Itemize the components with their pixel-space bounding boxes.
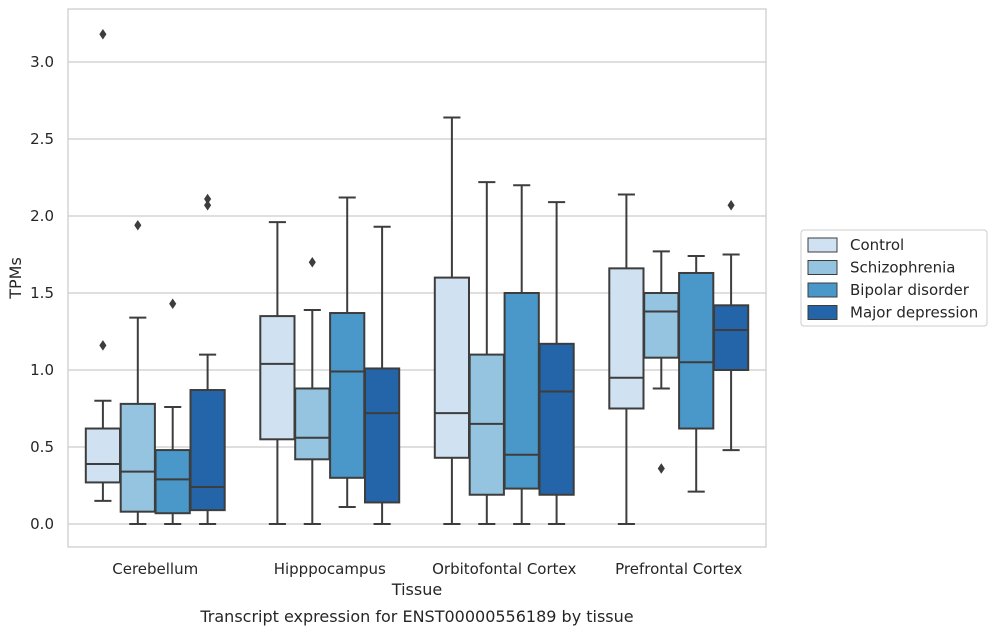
legend-swatch: [807, 305, 838, 320]
x-tick-label: Cerebellum: [112, 560, 198, 578]
box-body: [329, 312, 366, 479]
box: [643, 250, 680, 474]
outlier-point: [99, 29, 107, 40]
x-tick-label: Orbitofontal Cortex: [432, 560, 576, 578]
box-body: [712, 304, 750, 372]
outlier-point: [727, 199, 735, 211]
y-tick-label: 2.0: [30, 207, 54, 225]
box-body: [189, 389, 226, 512]
legend-item: Bipolar disorder: [807, 281, 970, 299]
box-series: [84, 29, 750, 525]
legend-label: Major depression: [850, 304, 978, 322]
box-body: [259, 315, 296, 441]
legend-label: Bipolar disorder: [850, 281, 970, 299]
outlier-point: [99, 340, 107, 351]
box: [712, 199, 750, 452]
box: [468, 181, 505, 525]
legend-swatch: [807, 282, 838, 298]
box-body: [608, 267, 645, 410]
legend-label: Schizophrenia: [850, 259, 955, 277]
box-body: [363, 367, 401, 504]
box: [433, 116, 471, 525]
y-tick-label: 2.5: [30, 130, 54, 148]
box-body: [643, 292, 680, 359]
box: [329, 196, 366, 509]
grid-lines: [68, 61, 766, 525]
legend-item: Control: [807, 236, 904, 254]
legend-swatch: [807, 237, 838, 253]
y-axis-ticks: 0.0 0.5 1.0 1.5 2.0 2.5 3.0: [30, 53, 54, 533]
outlier-point: [308, 256, 316, 268]
outlier-point: [169, 298, 177, 310]
legend-item: Major depression: [807, 304, 978, 322]
box-body: [503, 292, 540, 490]
x-axis-ticks: Cerebellum Hipppocampus Orbitofontal Corte…: [112, 560, 742, 578]
outlier-point: [134, 219, 142, 231]
box: [84, 29, 122, 502]
box: [189, 193, 226, 525]
y-tick-label: 0.5: [30, 438, 54, 456]
y-axis-title: TPMs: [6, 257, 25, 300]
legend-frame: [800, 229, 988, 327]
series-group: [189, 193, 750, 525]
box-body: [84, 427, 122, 484]
y-tick-label: 1.0: [30, 361, 54, 379]
box: [608, 193, 645, 525]
box: [503, 184, 540, 525]
series-group: [119, 181, 680, 525]
legend-swatch: [807, 260, 838, 275]
box-body: [294, 387, 331, 461]
y-tick-label: 0.0: [30, 515, 54, 533]
x-tick-label: Hipppocampus: [274, 560, 386, 578]
plot-area-frame: [67, 8, 767, 548]
legend: Control Schizophrenia Bipolar disorder Majo…: [800, 229, 988, 327]
outlier-point: [204, 193, 212, 205]
outlier-point: [657, 463, 665, 474]
chart-caption: Transcript expression for ENST0000055618…: [199, 607, 633, 626]
x-axis-title: Tissue: [391, 580, 442, 599]
box-body: [538, 342, 575, 496]
legend-label: Control: [850, 236, 904, 254]
box: [119, 219, 156, 525]
box-body: [154, 449, 191, 515]
box: [294, 256, 331, 525]
box: [678, 255, 715, 493]
box: [538, 201, 575, 525]
y-tick-label: 1.5: [30, 284, 54, 302]
outlier-point: [204, 199, 212, 211]
x-tick-label: Prefrontal Cortex: [615, 560, 742, 578]
box: [363, 225, 401, 525]
box-body: [119, 402, 156, 513]
legend-item: Schizophrenia: [807, 259, 955, 277]
y-tick-label: 3.0: [30, 53, 54, 71]
box-body: [678, 271, 715, 430]
box: [259, 221, 296, 525]
box: [154, 298, 191, 525]
box-body: [433, 276, 471, 459]
